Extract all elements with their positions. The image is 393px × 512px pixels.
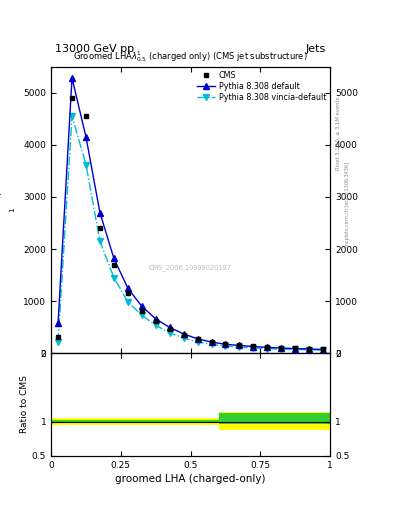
- CMS: [140, 308, 144, 314]
- CMS: [223, 341, 228, 347]
- CMS: [307, 346, 312, 352]
- CMS: [56, 333, 61, 339]
- CMS: [84, 113, 88, 119]
- Text: Rivet 3.1.10, ≥ 3.1M events: Rivet 3.1.10, ≥ 3.1M events: [336, 96, 341, 170]
- CMS: [209, 339, 214, 345]
- Pythia 8.308 default: [307, 346, 312, 352]
- Pythia 8.308 default: [112, 255, 116, 262]
- Pythia 8.308 vincia-default: [97, 238, 102, 244]
- Text: Groomed LHA$\lambda^{1}_{0.5}$ (charged only) (CMS jet substructure): Groomed LHA$\lambda^{1}_{0.5}$ (charged …: [73, 49, 308, 63]
- Text: mcplots.cern.ch [arXiv:1306.3436]: mcplots.cern.ch [arXiv:1306.3436]: [345, 162, 350, 247]
- Pythia 8.308 vincia-default: [293, 347, 298, 353]
- CMS: [97, 225, 102, 231]
- Text: CMS_2006.10999020187: CMS_2006.10999020187: [149, 264, 232, 271]
- Pythia 8.308 vincia-default: [112, 274, 116, 281]
- Pythia 8.308 vincia-default: [153, 323, 158, 329]
- Pythia 8.308 default: [97, 209, 102, 216]
- Pythia 8.308 vincia-default: [321, 347, 325, 353]
- Y-axis label: Ratio to CMS: Ratio to CMS: [20, 375, 29, 434]
- CMS: [293, 345, 298, 351]
- Pythia 8.308 default: [167, 325, 172, 331]
- Pythia 8.308 vincia-default: [251, 345, 256, 351]
- Pythia 8.308 default: [293, 346, 298, 352]
- Text: 13000 GeV pp: 13000 GeV pp: [55, 44, 134, 54]
- Pythia 8.308 default: [251, 344, 256, 350]
- CMS: [251, 343, 256, 349]
- CMS: [70, 95, 74, 101]
- Pythia 8.308 vincia-default: [209, 342, 214, 348]
- Pythia 8.308 default: [265, 344, 270, 350]
- Pythia 8.308 default: [223, 341, 228, 347]
- Pythia 8.308 vincia-default: [125, 298, 130, 305]
- Pythia 8.308 default: [125, 285, 130, 291]
- CMS: [195, 336, 200, 343]
- Pythia 8.308 vincia-default: [223, 343, 228, 349]
- Pythia 8.308 vincia-default: [56, 339, 61, 345]
- CMS: [265, 344, 270, 350]
- Pythia 8.308 vincia-default: [279, 346, 284, 352]
- Line: Pythia 8.308 vincia-default: Pythia 8.308 vincia-default: [55, 113, 326, 353]
- Pythia 8.308 vincia-default: [140, 312, 144, 318]
- Pythia 8.308 vincia-default: [265, 346, 270, 352]
- CMS: [167, 326, 172, 332]
- CMS: [125, 290, 130, 296]
- X-axis label: groomed LHA (charged-only): groomed LHA (charged-only): [116, 474, 266, 484]
- Pythia 8.308 vincia-default: [84, 161, 88, 167]
- Text: Jets: Jets: [306, 44, 326, 54]
- CMS: [181, 332, 186, 338]
- Pythia 8.308 default: [195, 336, 200, 342]
- Pythia 8.308 default: [56, 320, 61, 326]
- Pythia 8.308 default: [321, 347, 325, 353]
- Pythia 8.308 default: [153, 316, 158, 322]
- Pythia 8.308 default: [237, 343, 242, 349]
- Pythia 8.308 default: [209, 339, 214, 345]
- CMS: [112, 262, 116, 268]
- Pythia 8.308 vincia-default: [195, 339, 200, 345]
- Pythia 8.308 vincia-default: [70, 113, 74, 119]
- Pythia 8.308 default: [70, 75, 74, 81]
- Pythia 8.308 default: [181, 331, 186, 337]
- Pythia 8.308 vincia-default: [237, 344, 242, 350]
- Pythia 8.308 vincia-default: [307, 347, 312, 353]
- CMS: [321, 346, 325, 352]
- CMS: [153, 318, 158, 325]
- CMS: [237, 342, 242, 348]
- Pythia 8.308 vincia-default: [167, 330, 172, 336]
- Pythia 8.308 vincia-default: [181, 335, 186, 341]
- Legend: CMS, Pythia 8.308 default, Pythia 8.308 vincia-default: CMS, Pythia 8.308 default, Pythia 8.308 …: [195, 69, 328, 103]
- Y-axis label: mathrm d²N
mathrm d pₜ mathrm dλ

mathrm d N /
mathrm d pₜ

1
: mathrm d²N mathrm d pₜ mathrm dλ mathrm …: [0, 168, 22, 252]
- Line: Pythia 8.308 default: Pythia 8.308 default: [55, 75, 326, 353]
- Pythia 8.308 default: [279, 345, 284, 351]
- Line: CMS: CMS: [56, 96, 325, 351]
- Pythia 8.308 default: [140, 303, 144, 309]
- Pythia 8.308 default: [84, 134, 88, 140]
- CMS: [279, 345, 284, 351]
